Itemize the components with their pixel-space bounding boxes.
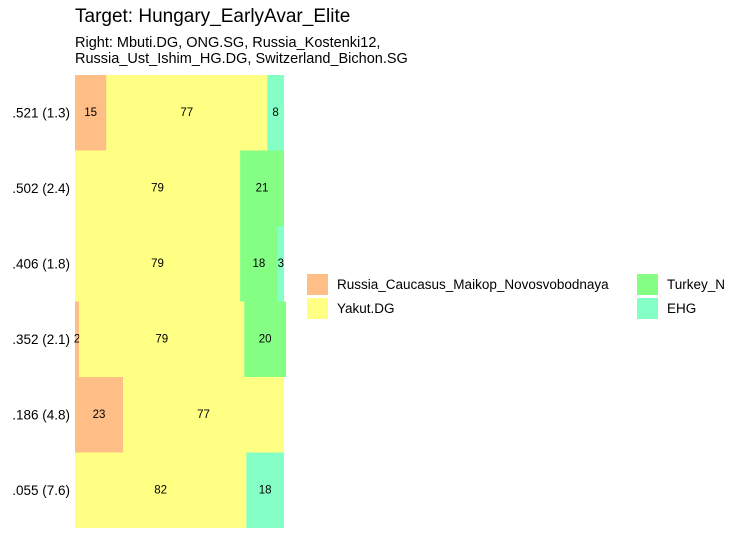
data-label: 79 [151, 258, 164, 270]
data-label: 8 [272, 107, 278, 119]
legend-label-maikop: Russia_Caucasus_Maikop_Novosvobodnaya [337, 277, 609, 292]
subtitle-line-1: Right: Mbuti.DG, ONG.SG, Russia_Kostenki… [75, 35, 381, 51]
bar-segment-yakut-dg [79, 301, 245, 377]
chart-legend: Russia_Caucasus_Maikop_Novosvobodnaya Ya… [307, 274, 737, 324]
data-label: 82 [154, 484, 167, 496]
data-label: 2 [74, 333, 80, 345]
y-tick-label: .521 (1.3) [12, 105, 70, 120]
legend-label-turkey-n: Turkey_N [667, 277, 726, 292]
data-label: 21 [256, 182, 269, 194]
bar-segment-yakut-dg [75, 452, 247, 528]
data-label: 15 [84, 107, 97, 119]
bar-segment-yakut-dg [106, 75, 268, 151]
subtitle-line-2: Russia_Ust_Ishim_HG.DG, Switzerland_Bich… [75, 51, 408, 67]
data-label: 3 [278, 258, 284, 270]
bar-segment-turkey-n [244, 301, 287, 377]
legend-swatch-yakut [307, 298, 328, 319]
bar-segment-ehg [277, 226, 284, 302]
bar-segment-yakut-dg [123, 377, 284, 453]
bar-segment-turkey-n [240, 150, 284, 226]
chart-subtitle: Right: Mbuti.DG, ONG.SG, Russia_Kostenki… [75, 35, 408, 67]
bar-segment-yakut-dg [75, 150, 241, 226]
bar-segment-yakut-dg [75, 226, 241, 302]
data-label: 77 [197, 409, 210, 421]
legend-swatch-turkey-n [637, 274, 658, 295]
data-label: 23 [93, 409, 106, 421]
y-tick-label: .502 (2.4) [12, 181, 70, 196]
data-label: 79 [155, 333, 168, 345]
y-tick-label: .352 (2.1) [12, 332, 70, 347]
legend-item-yakut: Yakut.DG [307, 298, 395, 319]
bar-segment-russia-caucasus-maikop-novosvobodnaya [75, 377, 124, 453]
bar-segment-ehg [246, 452, 284, 528]
chart-title: Target: Hungary_EarlyAvar_Elite [75, 6, 351, 27]
legend-item-maikop: Russia_Caucasus_Maikop_Novosvobodnaya [307, 274, 609, 295]
data-label: 18 [253, 258, 266, 270]
bar-segment-ehg [267, 75, 284, 151]
bar-segment-turkey-n [240, 226, 278, 302]
legend-item-turkey-n: Turkey_N [637, 274, 725, 295]
y-tick-label: .186 (4.8) [12, 407, 70, 422]
y-tick-label: .055 (7.6) [12, 483, 70, 498]
y-tick-label: .406 (1.8) [12, 256, 70, 271]
data-label: 79 [151, 182, 164, 194]
legend-swatch-maikop [307, 274, 328, 295]
data-label: 77 [180, 107, 193, 119]
legend-swatch-ehg [637, 298, 658, 319]
bar-segment-russia-caucasus-maikop-novosvobodnaya [75, 301, 80, 377]
data-label: 20 [259, 333, 272, 345]
legend-item-ehg: EHG [637, 298, 696, 319]
bar-segment-russia-caucasus-maikop-novosvobodnaya [75, 75, 107, 151]
legend-label-ehg: EHG [667, 301, 697, 316]
data-label: 18 [259, 484, 272, 496]
legend-label-yakut: Yakut.DG [337, 301, 395, 316]
